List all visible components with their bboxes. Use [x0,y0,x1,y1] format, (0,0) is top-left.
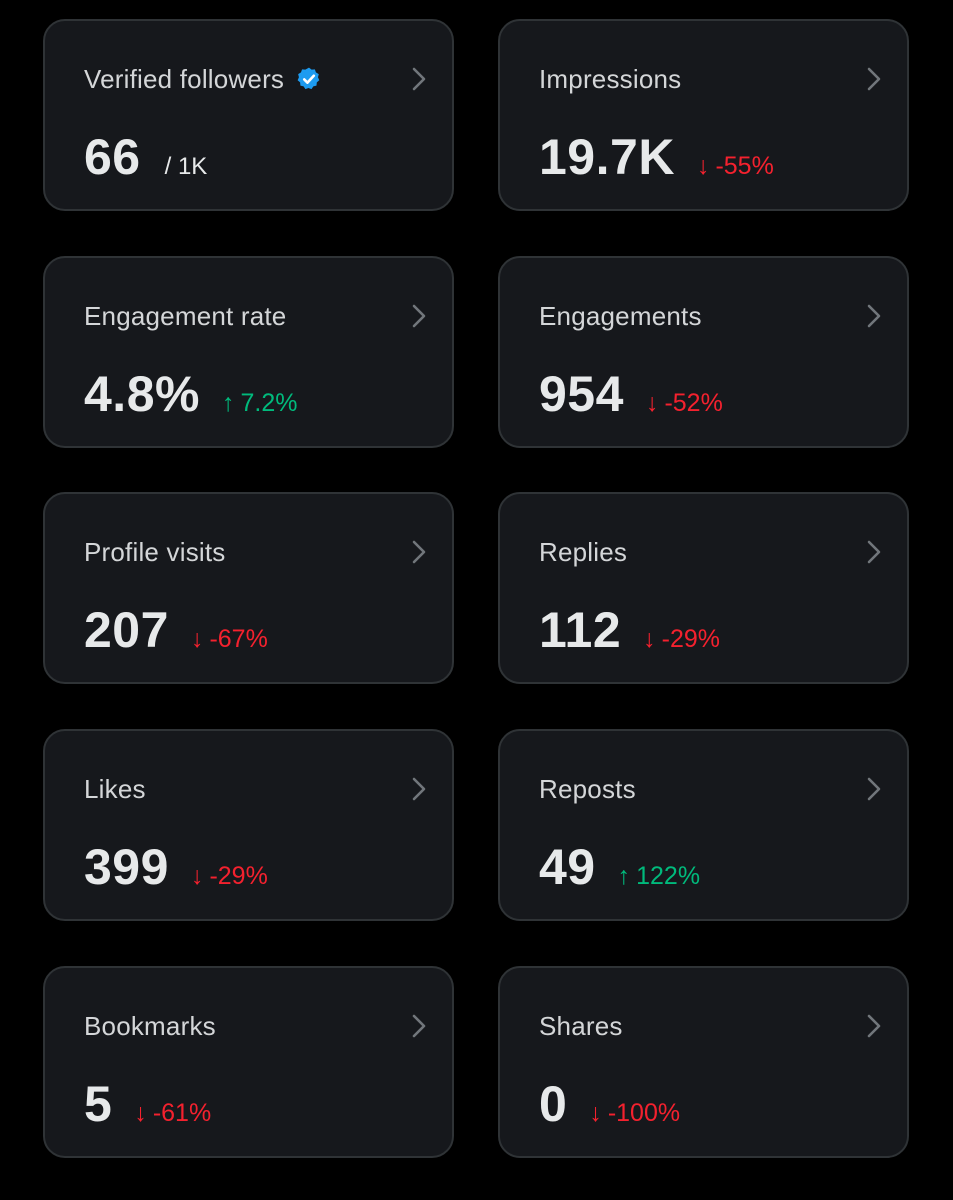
card-value-row: 112 ↓ -29% [539,602,720,658]
chevron-right-icon [412,67,426,91]
change-percent: 7.2% [240,389,298,417]
arrow-down-icon: ↓ [696,152,710,180]
card-bookmarks[interactable]: Bookmarks 5 ↓ -61% [43,966,454,1158]
card-label-row: Bookmarks [84,1008,216,1044]
chevron-right-icon [412,1014,426,1038]
change-percent: -55% [715,152,774,180]
change-indicator: ↓ -100% [589,1099,680,1128]
arrow-down-icon: ↓ [190,862,204,890]
card-label: Verified followers [84,63,285,94]
arrow-up-icon: ↑ [221,389,235,417]
card-label: Impressions [539,63,682,94]
card-value: 5 [84,1076,113,1132]
card-value: 0 [539,1076,568,1132]
change-percent: -29% [209,862,268,890]
card-value-row: 399 ↓ -29% [84,839,268,895]
change-indicator: ↓ -67% [191,625,268,654]
card-profile-visits[interactable]: Profile visits 207 ↓ -67% [43,492,454,684]
card-label-row: Shares [539,1008,623,1044]
change-indicator: ↓ -29% [643,625,720,654]
change-indicator: ↓ -55% [697,152,774,181]
card-replies[interactable]: Replies 112 ↓ -29% [498,492,909,684]
card-label-row: Replies [539,534,627,570]
arrow-down-icon: ↓ [645,389,659,417]
card-label: Shares [539,1010,623,1041]
card-label: Engagements [539,300,702,331]
chevron-right-icon [412,304,426,328]
card-reposts[interactable]: Reposts 49 ↑ 122% [498,729,909,921]
card-value-row: 66 / 1K [84,129,207,185]
arrow-down-icon: ↓ [134,1099,147,1127]
change-percent: 122% [636,862,701,890]
card-value: 66 [84,129,141,185]
card-value-suffix: / 1K [164,153,208,180]
card-label: Likes [84,773,146,804]
change-percent: -67% [209,625,268,653]
change-indicator: ↑ 122% [618,862,700,891]
change-percent: -61% [152,1099,212,1127]
card-value-row: 4.8% ↑ 7.2% [84,366,297,422]
card-value-row: 0 ↓ -100% [539,1076,680,1132]
card-engagements[interactable]: Engagements 954 ↓ -52% [498,256,909,448]
card-label-row: Impressions [539,61,681,97]
card-impressions[interactable]: Impressions 19.7K ↓ -55% [498,19,909,211]
card-label: Bookmarks [84,1010,216,1041]
card-engagement-rate[interactable]: Engagement rate 4.8% ↑ 7.2% [43,256,454,448]
chevron-right-icon [412,540,426,564]
arrow-up-icon: ↑ [617,862,631,890]
change-indicator: ↓ -52% [646,389,723,418]
card-value: 49 [539,839,596,895]
change-percent: -29% [661,625,721,653]
card-value: 207 [84,602,169,658]
change-indicator: ↓ -29% [191,862,268,891]
chevron-right-icon [412,777,426,801]
card-shares[interactable]: Shares 0 ↓ -100% [498,966,909,1158]
card-label: Engagement rate [84,300,287,331]
card-value: 399 [84,839,169,895]
card-value-row: 49 ↑ 122% [539,839,700,895]
chevron-right-icon [867,304,881,328]
card-label: Replies [539,536,628,567]
change-indicator: ↓ -61% [134,1099,211,1128]
card-value: 954 [539,366,624,422]
verified-badge-icon [297,67,320,90]
card-label: Reposts [539,773,636,804]
chevron-right-icon [867,1014,881,1038]
card-value-row: 954 ↓ -52% [539,366,723,422]
change-indicator: ↑ 7.2% [222,389,297,418]
card-value: 4.8% [84,366,200,422]
card-value-row: 207 ↓ -67% [84,602,268,658]
card-label-row: Likes [84,771,146,807]
card-value: 112 [539,602,622,658]
card-label-row: Reposts [539,771,636,807]
change-percent: -52% [664,389,723,417]
card-label-row: Verified followers [84,61,322,97]
chevron-right-icon [867,67,881,91]
card-label-row: Profile visits [84,534,226,570]
arrow-down-icon: ↓ [643,625,656,653]
card-label: Profile visits [84,536,226,567]
chevron-right-icon [867,540,881,564]
change-percent: -100% [607,1099,681,1127]
card-value-row: 5 ↓ -61% [84,1076,211,1132]
arrow-down-icon: ↓ [589,1099,602,1127]
card-likes[interactable]: Likes 399 ↓ -29% [43,729,454,921]
chevron-right-icon [867,777,881,801]
card-value-row: 19.7K ↓ -55% [539,129,774,185]
card-verified-followers[interactable]: Verified followers 66 / 1K [43,19,454,211]
card-label-row: Engagements [539,298,702,334]
card-value: 19.7K [539,129,675,185]
arrow-down-icon: ↓ [190,625,204,653]
card-label-row: Engagement rate [84,298,286,334]
